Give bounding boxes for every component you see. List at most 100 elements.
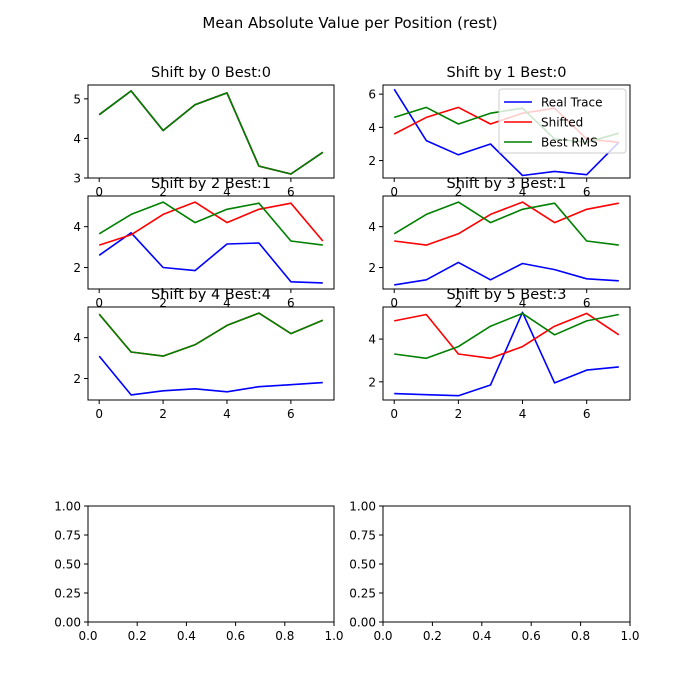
y-tick-label: 4 (368, 333, 376, 347)
x-tick-label: 4 (519, 407, 527, 421)
x-tick-label: 0 (390, 296, 398, 310)
x-tick-label: 4 (223, 185, 231, 199)
series-line-shifted (394, 201, 619, 246)
x-tick-label: 2 (455, 296, 463, 310)
x-tick-label: 2 (455, 407, 463, 421)
series-line-real-trace (393, 88, 620, 177)
y-tick-label: 2 (73, 372, 81, 386)
y-tick-label: 0.75 (54, 529, 81, 543)
axes-frame (382, 195, 631, 290)
subplot-6: 0.0 0.2 0.4 0.6 0.8 1.0 0.00 0.25 0.50 0.75 1.00 (54, 500, 343, 644)
y-tick-label: 4 (368, 220, 376, 234)
y-tick-label: 0.50 (54, 558, 81, 572)
x-tick-label: 2 (159, 407, 167, 421)
x-tick-label: 1.0 (620, 629, 639, 643)
subplot-title: Shift by 4 Best:4 (151, 287, 271, 303)
x-tick-label: 6 (583, 296, 591, 310)
x-tick-label: 6 (287, 407, 295, 421)
x-tick-label: 0.0 (78, 629, 97, 643)
series-line-best-rms (394, 312, 619, 360)
x-tick-label: 2 (159, 296, 167, 310)
legend-frame (498, 88, 627, 154)
x-tick-label: 0.2 (128, 629, 147, 643)
subplot-grid: 0 2 4 6 3 4 5 Shift by 0 Best:0 0 2 4 6 2 4 6 Shift by … (54, 65, 639, 643)
x-tick-label: 6 (287, 296, 295, 310)
x-tick-label: 0.4 (472, 629, 491, 643)
x-tick-label: 0 (390, 407, 398, 421)
series-line-best-rms (98, 90, 324, 175)
y-tick-label: 1.00 (54, 500, 81, 514)
x-tick-label: 0.6 (522, 629, 541, 643)
y-tick-label: 2 (368, 154, 376, 168)
x-tick-label: 0.8 (571, 629, 590, 643)
x-tick-label: 4 (223, 407, 231, 421)
y-tick-label: 0.00 (349, 616, 376, 630)
legend-label-shifted: Shifted (541, 116, 583, 130)
subplot-title: Shift by 3 Best:1 (446, 176, 566, 192)
x-tick-label: 0 (95, 407, 103, 421)
axes-frame (382, 306, 631, 401)
axes-frame (87, 505, 335, 623)
x-tick-label: 0.6 (226, 629, 245, 643)
y-tick-label: 0.75 (349, 529, 376, 543)
series-line-best-rms (98, 201, 323, 246)
y-tick-label: 0.25 (349, 587, 376, 601)
series-line-best-rms (98, 312, 324, 357)
x-tick-label: 4 (223, 296, 231, 310)
y-tick-label: 0.25 (54, 587, 81, 601)
series-line-best-rms (393, 201, 619, 246)
series-line-shifted (394, 312, 620, 360)
x-tick-label: 0.8 (275, 629, 294, 643)
x-tick-label: 0.2 (423, 629, 442, 643)
y-tick-label: 4 (73, 331, 81, 345)
legend: Real Trace Shifted Best RMS (498, 88, 627, 154)
subplot-title: Shift by 0 Best:0 (151, 65, 271, 81)
x-tick-label: 2 (455, 185, 463, 199)
subplot-title: Shift by 1 Best:0 (446, 65, 566, 81)
y-tick-label: 0.50 (349, 558, 376, 572)
series-line-shifted (98, 201, 324, 246)
y-tick-label: 2 (368, 375, 376, 389)
x-tick-label: 0 (95, 296, 103, 310)
subplot-0: 0 2 4 6 3 4 5 Shift by 0 Best:0 (73, 65, 335, 199)
x-tick-label: 6 (287, 185, 295, 199)
legend-label-real-trace: Real Trace (541, 96, 603, 110)
y-tick-label: 3 (73, 172, 81, 186)
y-tick-label: 2 (73, 261, 81, 275)
x-tick-label: 0 (390, 185, 398, 199)
y-tick-label: 2 (368, 261, 376, 275)
y-tick-label: 1.00 (349, 500, 376, 514)
x-tick-label: 0 (95, 185, 103, 199)
figure-title: Mean Absolute Value per Position (rest) (202, 14, 497, 32)
subplot-title: Shift by 5 Best:3 (446, 287, 566, 303)
axes-frame (382, 505, 631, 623)
x-tick-label: 4 (519, 185, 527, 199)
series-line-real-trace (98, 232, 323, 284)
subplot-7: 0.0 0.2 0.4 0.6 0.8 1.0 0.00 0.25 0.50 0.75 1.00 (349, 500, 639, 644)
series-line-real-trace (394, 261, 619, 286)
x-tick-label: 1.0 (324, 629, 343, 643)
x-tick-label: 0.0 (373, 629, 392, 643)
subplot-title: Shift by 2 Best:1 (151, 176, 271, 192)
x-tick-label: 2 (159, 185, 167, 199)
x-tick-label: 6 (583, 185, 591, 199)
y-tick-label: 0.00 (54, 616, 81, 630)
x-tick-label: 6 (583, 407, 591, 421)
y-tick-label: 4 (73, 220, 81, 234)
y-tick-label: 6 (368, 88, 376, 102)
y-tick-label: 4 (73, 132, 81, 146)
x-tick-label: 4 (519, 296, 527, 310)
y-tick-label: 5 (73, 92, 81, 106)
series-line-real-trace (98, 355, 323, 396)
axes-frame (87, 84, 335, 179)
axes-frame (87, 306, 335, 401)
x-tick-label: 0.4 (177, 629, 196, 643)
legend-label-best-rms: Best RMS (541, 136, 598, 150)
y-tick-label: 4 (368, 121, 376, 135)
series-line-real-trace (394, 311, 619, 397)
